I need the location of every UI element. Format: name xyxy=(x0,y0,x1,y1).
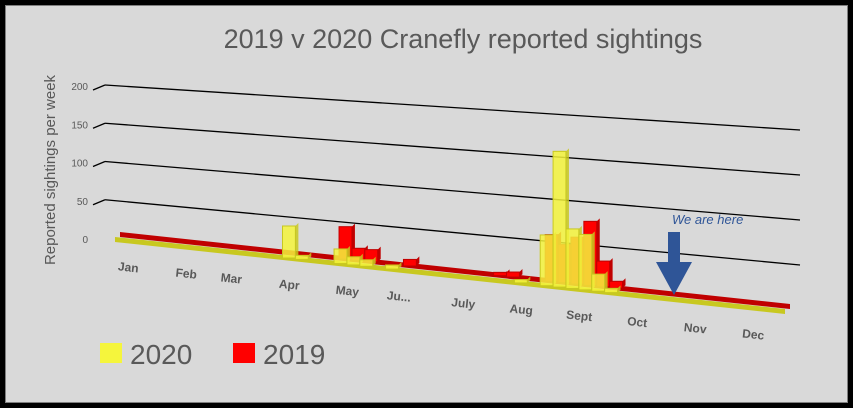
chart-title: 2019 v 2020 Cranefly reported sightings xyxy=(224,24,703,54)
bar-side xyxy=(617,285,621,293)
legend-swatch-2020 xyxy=(100,343,122,363)
x-tick-label: Dec xyxy=(742,326,766,342)
bar-2020-week-34 xyxy=(539,234,554,287)
bar-2020-week-38 xyxy=(591,273,606,292)
bar-2020-week-36 xyxy=(565,228,580,289)
x-tick-label: May xyxy=(335,283,360,299)
bar-2020-week-18 xyxy=(333,248,348,265)
gridline-tick xyxy=(92,199,106,206)
x-tick-label: Aug xyxy=(509,301,534,317)
x-tick-label: Oct xyxy=(627,314,648,330)
bar-side xyxy=(295,223,299,258)
gridline xyxy=(104,199,801,266)
y-tick-label: 50 xyxy=(77,197,89,208)
bar-side xyxy=(519,269,523,278)
arrow-down-icon xyxy=(656,232,692,295)
bar-side xyxy=(372,256,376,267)
bar-side xyxy=(308,252,312,260)
bar-2019-week-39 xyxy=(609,280,623,289)
bar-2020-week-39 xyxy=(604,287,618,294)
x-tick-label: Feb xyxy=(175,266,198,282)
bar-2020-week-20 xyxy=(359,259,374,267)
x-tick-label: Ju... xyxy=(386,288,411,304)
bar-2019-week-31 xyxy=(506,271,520,278)
y-tick-label: 0 xyxy=(82,235,88,246)
y-axis-label: Reported sightings per week xyxy=(42,74,59,265)
bar-2020-week-37 xyxy=(578,233,593,291)
bar-side xyxy=(622,278,626,289)
x-tick-label: July xyxy=(451,295,477,311)
y-tick-label: 200 xyxy=(71,82,88,93)
bar-2020-week-15 xyxy=(294,254,309,260)
gridline xyxy=(104,122,801,176)
bar-2020-week-35 xyxy=(552,150,567,288)
bar-side xyxy=(377,246,381,262)
legend-label-2019: 2019 xyxy=(263,339,325,370)
annotation-label: We are here xyxy=(672,212,743,227)
bar-side xyxy=(604,271,608,292)
bar-2020-week-32 xyxy=(513,279,528,284)
x-tick-label: Sept xyxy=(566,308,593,325)
legend-swatch-2019 xyxy=(233,343,255,363)
x-tick-label: Mar xyxy=(220,270,243,286)
bar-side xyxy=(398,261,402,270)
bar-side xyxy=(416,256,420,266)
bar-2019-week-23 xyxy=(402,258,417,267)
gridline xyxy=(104,84,801,131)
x-tick-label: Nov xyxy=(683,320,707,336)
bar-side xyxy=(527,276,531,283)
gridline-tick xyxy=(92,122,106,129)
bar-2019-week-30 xyxy=(493,271,508,277)
x-tick-label: Apr xyxy=(278,277,300,293)
legend-label-2020: 2020 xyxy=(130,339,192,370)
y-tick-label: 100 xyxy=(71,159,88,170)
x-tick-label: Jan xyxy=(117,259,139,275)
bar-2020-week-22 xyxy=(385,264,399,270)
bar-side xyxy=(609,258,613,287)
y-tick-label: 150 xyxy=(71,120,88,131)
bar-2020-week-14 xyxy=(282,225,296,259)
bar-2020-week-19 xyxy=(346,256,361,266)
gridline xyxy=(104,160,801,221)
gridline-tick xyxy=(92,84,106,91)
gridline-tick xyxy=(92,160,106,168)
